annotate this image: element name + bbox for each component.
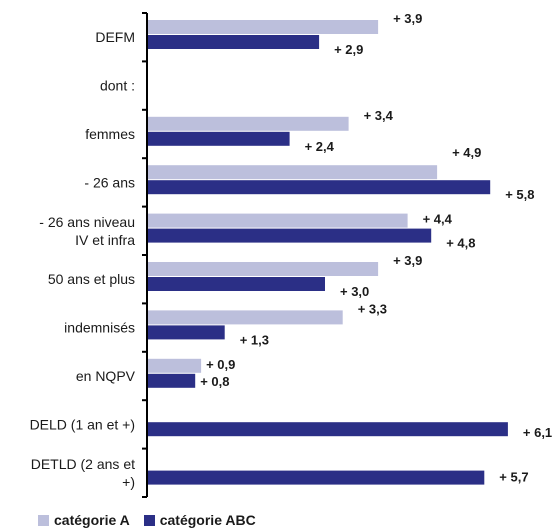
legend-label-categorie-abc: catégorie ABC <box>159 512 256 528</box>
data-label-categorie-a-0: + 3,9 <box>393 11 422 26</box>
category-label-dont: dont : <box>100 78 135 94</box>
data-label-categorie-abc-7: + 0,8 <box>200 374 229 389</box>
bar-categorie-abc-2 <box>148 131 290 146</box>
bar-categorie-abc-9 <box>148 470 485 485</box>
bar-categorie-a-2 <box>148 116 349 131</box>
bar-categorie-abc-5 <box>148 277 325 291</box>
category-label-defm: DEFM <box>95 29 135 45</box>
legend-item-categorie-a: catégorie A <box>38 512 130 528</box>
data-label-categorie-abc-4: + 4,8 <box>446 236 475 251</box>
bar-categorie-abc-8 <box>148 422 508 437</box>
category-label-50-ans-et-plus: 50 ans et plus <box>48 271 135 287</box>
data-label-categorie-abc-5: + 3,0 <box>340 284 369 299</box>
bar-categorie-abc-4 <box>148 228 432 243</box>
data-label-categorie-abc-2: + 2,4 <box>305 139 335 154</box>
bar-categorie-abc-3 <box>148 180 491 195</box>
data-label-categorie-abc-8: + 6,1 <box>523 425 552 440</box>
bar-chart: DEFM dont : femmes - 26 ans - 26 ans niveau I… <box>30 11 552 498</box>
data-label-categorie-a-3: + 4,9 <box>452 145 481 160</box>
data-label-categorie-a-5: + 3,9 <box>393 253 422 268</box>
bars <box>148 20 508 485</box>
category-label-femmes: femmes <box>85 126 135 142</box>
data-label-categorie-a-4: + 4,4 <box>423 212 453 227</box>
legend-swatch-categorie-abc <box>143 514 155 526</box>
category-axis: DEFM dont : femmes - 26 ans - 26 ans niveau I… <box>30 12 148 498</box>
category-label-deld-1-an-et: DELD (1 an et +) <box>30 416 135 432</box>
category-label-detld-2-ans-et: DETLD (2 ans et +) <box>31 456 135 490</box>
bar-categorie-abc-0 <box>148 35 320 49</box>
data-label-categorie-abc-3: + 5,8 <box>505 187 534 202</box>
legend-swatch-categorie-a <box>38 514 49 526</box>
category-label-indemnises: indemnisés <box>64 320 135 336</box>
bar-categorie-abc-6 <box>148 325 225 340</box>
legend-item-categorie-abc: catégorie ABC <box>143 512 256 528</box>
category-label-26-ans: - 26 ans <box>84 174 135 190</box>
bar-categorie-abc-7 <box>148 373 196 388</box>
data-label-categorie-abc-0: + 2,9 <box>334 42 363 57</box>
category-label-26-ans-niveau-iv-et-infra: - 26 ans niveau IV et infra <box>39 214 135 248</box>
data-label-categorie-abc-9: + 5,7 <box>499 470 528 485</box>
category-label-en-nqpv: en NQPV <box>76 368 136 384</box>
labels: + 3,9 + 3,4 + 4,9 + 4,4 + 3,9 + 3,3 + 0,9 + 2,9… <box>200 11 552 485</box>
bar-categorie-a-0 <box>148 20 379 34</box>
data-label-categorie-abc-6: + 1,3 <box>240 332 269 347</box>
bar-categorie-a-7 <box>148 358 202 373</box>
data-label-categorie-a-6: + 3,3 <box>358 301 387 316</box>
legend-label-categorie-a: catégorie A <box>54 512 130 528</box>
bar-categorie-a-6 <box>148 310 343 325</box>
bar-categorie-a-5 <box>148 262 379 276</box>
data-label-categorie-a-2: + 3,4 <box>364 108 394 123</box>
bar-categorie-a-4 <box>148 213 408 228</box>
data-label-categorie-a-7: + 0,9 <box>206 357 235 372</box>
legend: catégorie A catégorie ABC <box>38 510 256 530</box>
bar-categorie-a-3 <box>148 165 438 180</box>
